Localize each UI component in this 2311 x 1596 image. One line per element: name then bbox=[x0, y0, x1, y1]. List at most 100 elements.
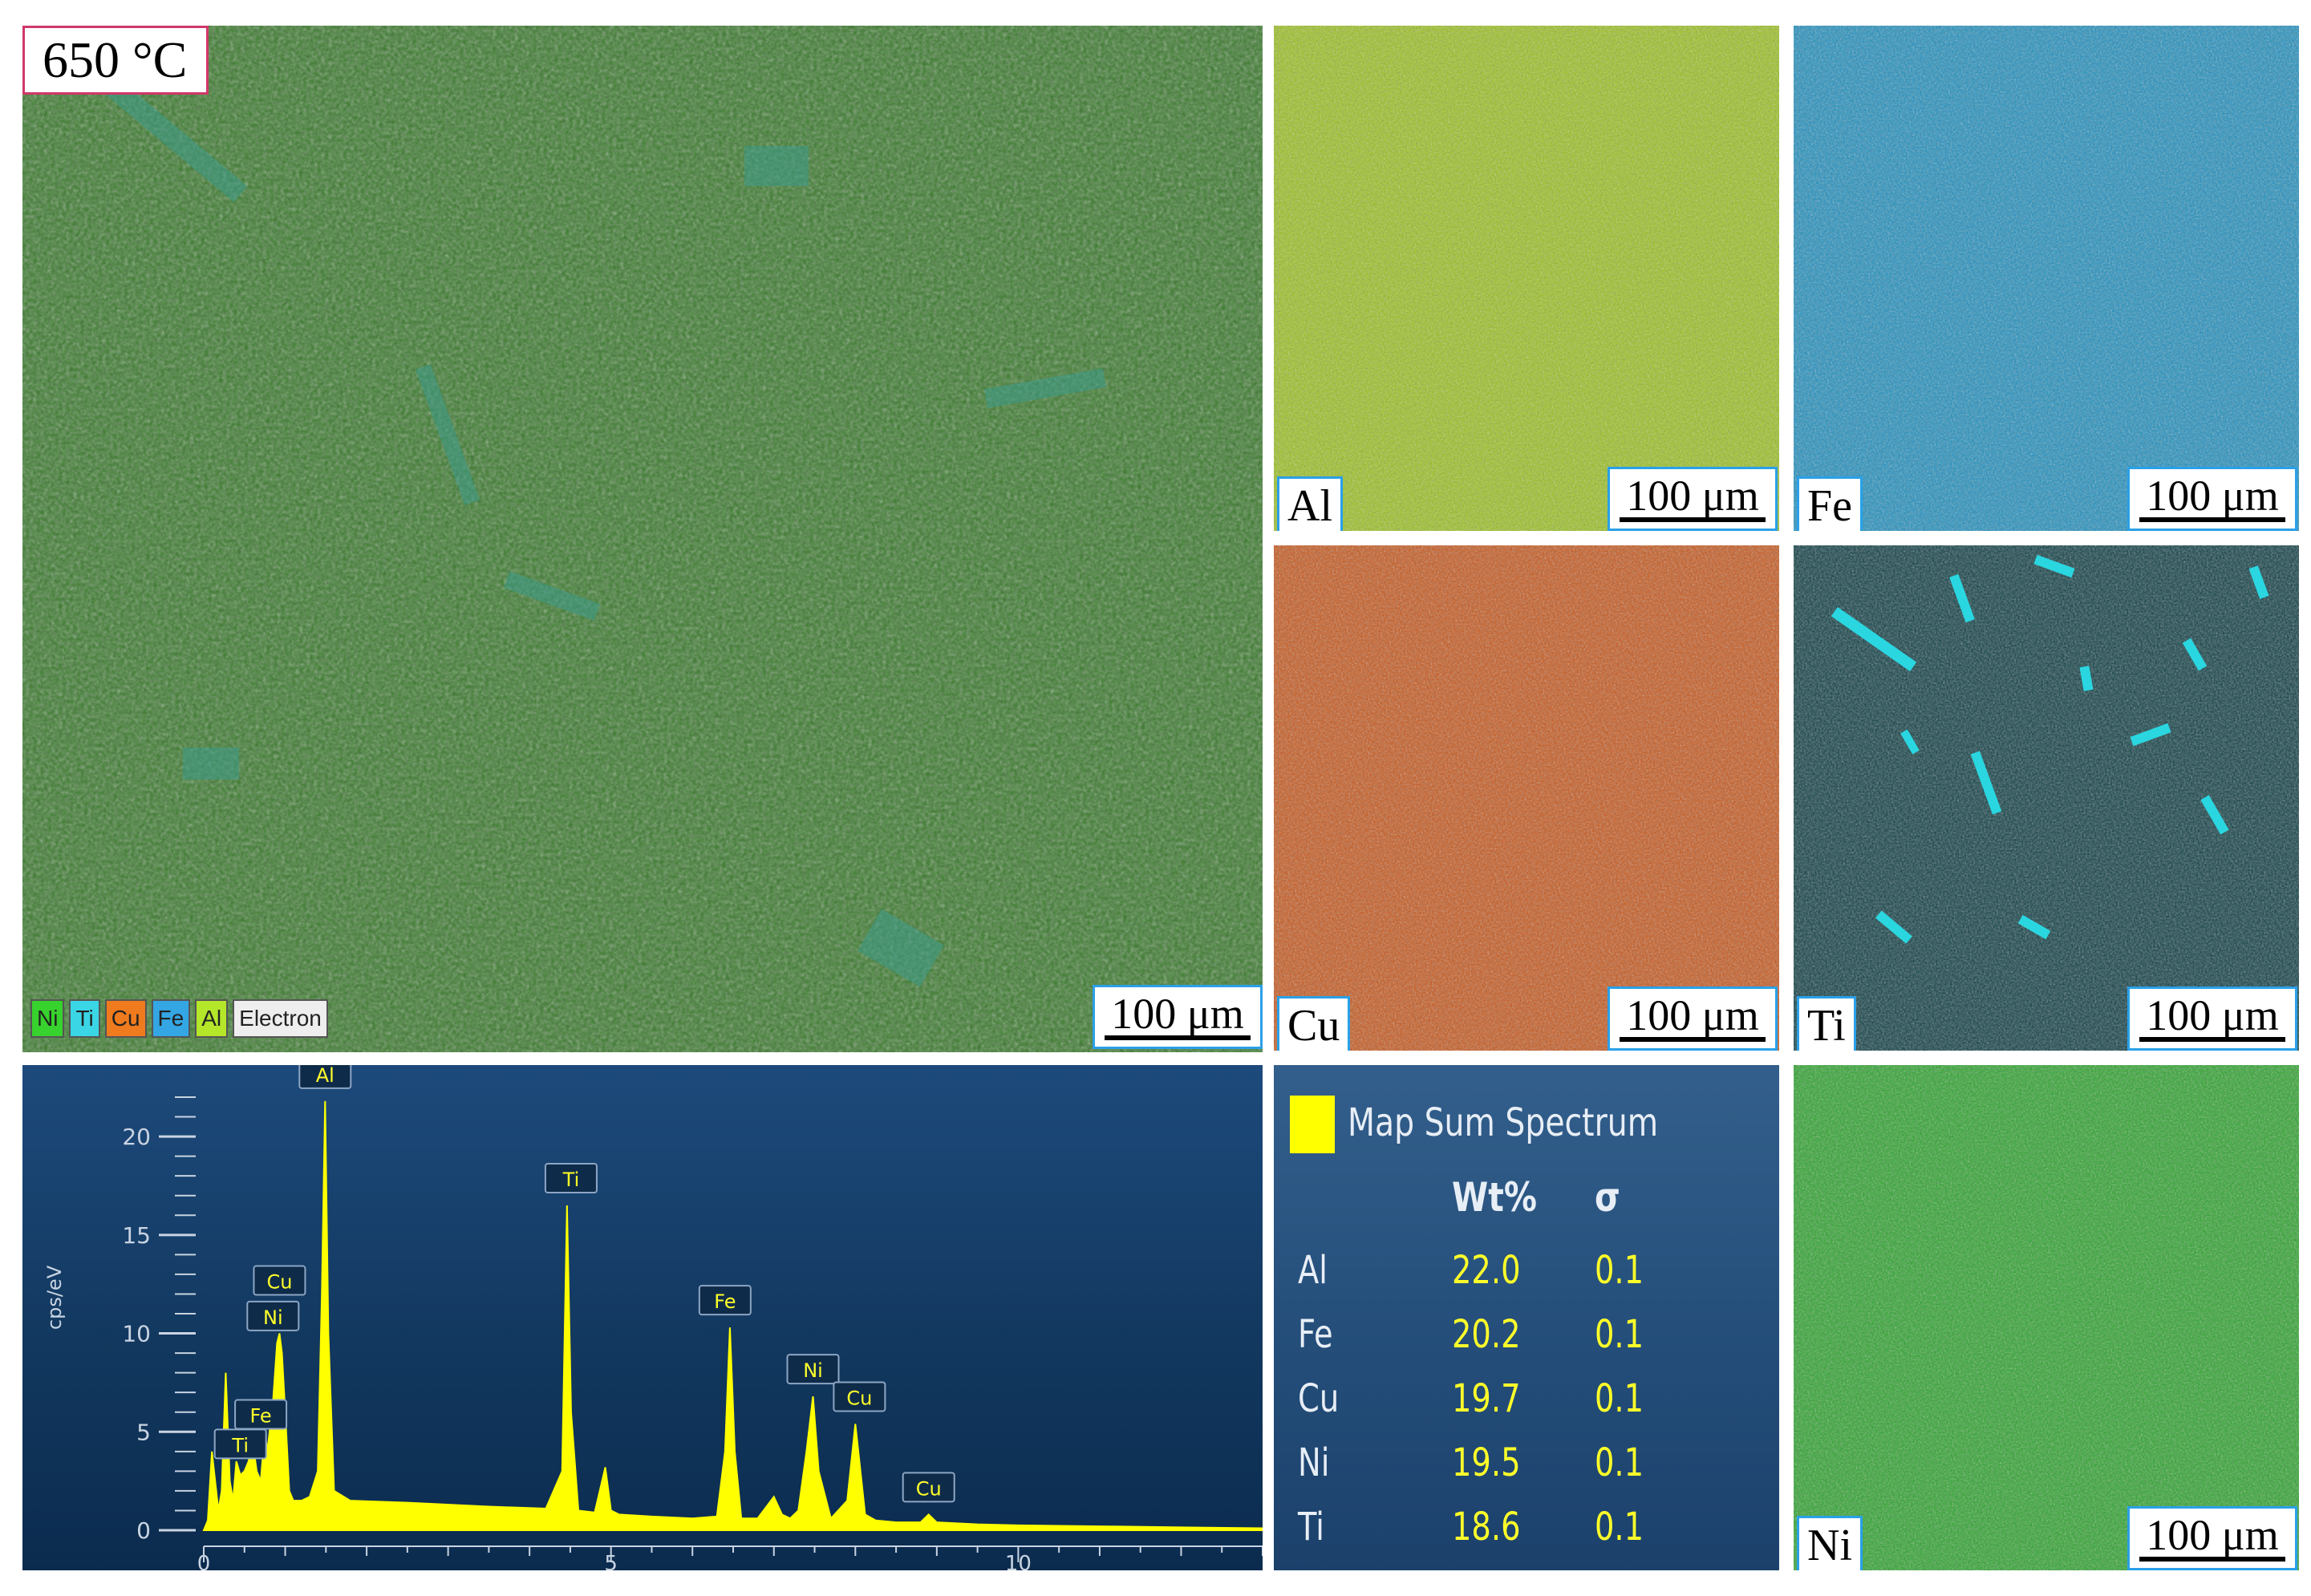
svg-text:Cu: Cu bbox=[846, 1387, 872, 1409]
ti-map-label: Ti bbox=[1797, 996, 1856, 1051]
x-tick-label: 0 bbox=[197, 1552, 211, 1570]
legend-item: Ti bbox=[69, 999, 100, 1038]
cu-map: Cu 100 μm bbox=[1274, 545, 1779, 1051]
table-row: Ni 19.5 0.1 bbox=[1274, 1440, 1779, 1505]
peak-label: Ti bbox=[544, 1163, 598, 1193]
al-map-label: Al bbox=[1277, 476, 1343, 531]
table-row: Al 22.0 0.1 bbox=[1274, 1248, 1779, 1312]
ni-scale-bar: 100 μm bbox=[2127, 1506, 2297, 1570]
main-scale-bar: 100 μm bbox=[1093, 985, 1263, 1049]
table-cell-element: Ti bbox=[1298, 1505, 1324, 1549]
legend-item: Al bbox=[195, 999, 229, 1038]
table-cell-sigma: 0.1 bbox=[1595, 1312, 1644, 1357]
legend-item: Electron bbox=[233, 999, 328, 1038]
svg-text:Ti: Ti bbox=[562, 1169, 580, 1191]
table-cell-wt: 22.0 bbox=[1452, 1248, 1521, 1293]
y-tick-label: 20 bbox=[122, 1124, 151, 1150]
legend-item: Ni bbox=[30, 999, 65, 1038]
peak-label: Fe bbox=[234, 1399, 288, 1430]
ni-map-label: Ni bbox=[1797, 1516, 1863, 1570]
ti-scale-bar: 100 μm bbox=[2127, 986, 2297, 1051]
svg-text:Al: Al bbox=[316, 1065, 334, 1087]
spectrum-table-title: Map Sum Spectrum bbox=[1348, 1100, 1659, 1145]
table-cell-sigma: 0.1 bbox=[1595, 1440, 1644, 1485]
scale-bar-label: 100 μm bbox=[1626, 472, 1759, 520]
table-row: Cu 19.7 0.1 bbox=[1274, 1376, 1779, 1440]
legend-item: Cu bbox=[104, 999, 147, 1038]
ti-map-texture bbox=[1794, 545, 2299, 1051]
al-map: Al 100 μm bbox=[1274, 26, 1779, 531]
spectrum-series bbox=[202, 1100, 1263, 1531]
main-eds-map: 650 °C bbox=[22, 26, 1263, 1052]
table-cell-wt: 18.6 bbox=[1452, 1505, 1521, 1549]
table-cell-element: Fe bbox=[1298, 1312, 1333, 1357]
ti-particles bbox=[1831, 554, 2269, 944]
table-row: Fe 20.2 0.1 bbox=[1274, 1312, 1779, 1376]
y-tick-label: 15 bbox=[122, 1222, 151, 1249]
cu-scale-bar: 100 μm bbox=[1608, 986, 1778, 1051]
peak-label: Al bbox=[298, 1065, 352, 1089]
al-scale-bar: 100 μm bbox=[1608, 467, 1778, 531]
peak-label: Ni bbox=[246, 1300, 300, 1331]
fe-map-label: Fe bbox=[1797, 476, 1863, 531]
peak-label: Ti bbox=[213, 1428, 267, 1460]
y-tick-label: 10 bbox=[122, 1321, 151, 1347]
svg-text:Ti: Ti bbox=[231, 1434, 249, 1456]
peak-label: Cu bbox=[253, 1265, 306, 1296]
table-cell-element: Al bbox=[1298, 1248, 1328, 1293]
scale-bar-label: 100 μm bbox=[1626, 991, 1759, 1039]
x-tick-label: 5 bbox=[604, 1552, 618, 1570]
cu-map-label: Cu bbox=[1277, 996, 1351, 1051]
wt-header: Wt% bbox=[1452, 1174, 1537, 1221]
fe-scale-bar: 100 μm bbox=[2127, 467, 2297, 531]
main-map-texture bbox=[22, 26, 1263, 1052]
table-cell-sigma: 0.1 bbox=[1595, 1376, 1644, 1421]
chart-axes: 0 5 10 15 20 0 5 10 cps/eV bbox=[43, 1096, 1263, 1570]
fe-map: Fe 100 μm bbox=[1794, 26, 2299, 531]
table-cell-wt: 20.2 bbox=[1452, 1312, 1521, 1357]
ni-map-texture bbox=[1794, 1065, 2299, 1570]
y-axis-label: cps/eV bbox=[43, 1265, 66, 1330]
peak-label: Fe bbox=[698, 1285, 752, 1316]
scale-bar-line bbox=[2139, 1037, 2285, 1042]
svg-text:Fe: Fe bbox=[249, 1405, 271, 1428]
scale-bar-label: 100 μm bbox=[2146, 1511, 2279, 1559]
scale-bar-line bbox=[1105, 1035, 1251, 1040]
table-cell-sigma: 0.1 bbox=[1595, 1248, 1644, 1293]
peak-label: Cu bbox=[902, 1472, 955, 1503]
eds-spectrum-panel: 0 5 10 15 20 0 5 10 cps/eV Al Ti Fe Ni Cu Cu Cu Ni Fe Ti bbox=[22, 1065, 1263, 1570]
svg-text:Fe: Fe bbox=[714, 1290, 736, 1313]
table-cell-wt: 19.5 bbox=[1452, 1440, 1521, 1485]
scale-bar-label: 100 μm bbox=[1111, 990, 1244, 1038]
table-cell-element: Cu bbox=[1298, 1376, 1340, 1421]
scale-bar-label: 100 μm bbox=[2146, 991, 2279, 1039]
temperature-label: 650 °C bbox=[22, 26, 209, 95]
peak-label: Ni bbox=[786, 1354, 840, 1385]
y-tick-label: 0 bbox=[136, 1517, 151, 1544]
scale-bar-line bbox=[2139, 1557, 2285, 1562]
scale-bar-label: 100 μm bbox=[2146, 472, 2279, 520]
peak-label: Cu bbox=[833, 1381, 886, 1412]
x-tick-label: 10 bbox=[1005, 1552, 1032, 1570]
legend-item: Fe bbox=[151, 999, 191, 1038]
sigma-header: σ bbox=[1595, 1174, 1620, 1221]
table-cell-element: Ni bbox=[1298, 1440, 1330, 1485]
svg-text:Ni: Ni bbox=[263, 1306, 283, 1329]
svg-text:Cu: Cu bbox=[266, 1271, 292, 1294]
svg-text:Cu: Cu bbox=[916, 1477, 942, 1500]
scale-bar-line bbox=[1620, 517, 1766, 522]
map-legend: Ni Ti Cu Fe Al Electron bbox=[30, 999, 328, 1038]
fe-map-texture bbox=[1794, 26, 2299, 531]
svg-text:Ni: Ni bbox=[803, 1359, 823, 1382]
scale-bar-line bbox=[2139, 517, 2285, 522]
al-map-texture bbox=[1274, 26, 1779, 531]
spectrum-table-panel: Map Sum Spectrum Wt% σ Al 22.0 0.1 Fe 20.2 0.… bbox=[1274, 1065, 1779, 1570]
scale-bar-line bbox=[1620, 1037, 1766, 1042]
spectrum-swatch bbox=[1290, 1096, 1335, 1153]
chart-series bbox=[202, 1100, 1263, 1531]
table-row: Ti 18.6 0.1 bbox=[1274, 1505, 1779, 1569]
table-cell-sigma: 0.1 bbox=[1595, 1505, 1644, 1549]
ni-map: Ni 100 μm bbox=[1794, 1065, 2299, 1570]
